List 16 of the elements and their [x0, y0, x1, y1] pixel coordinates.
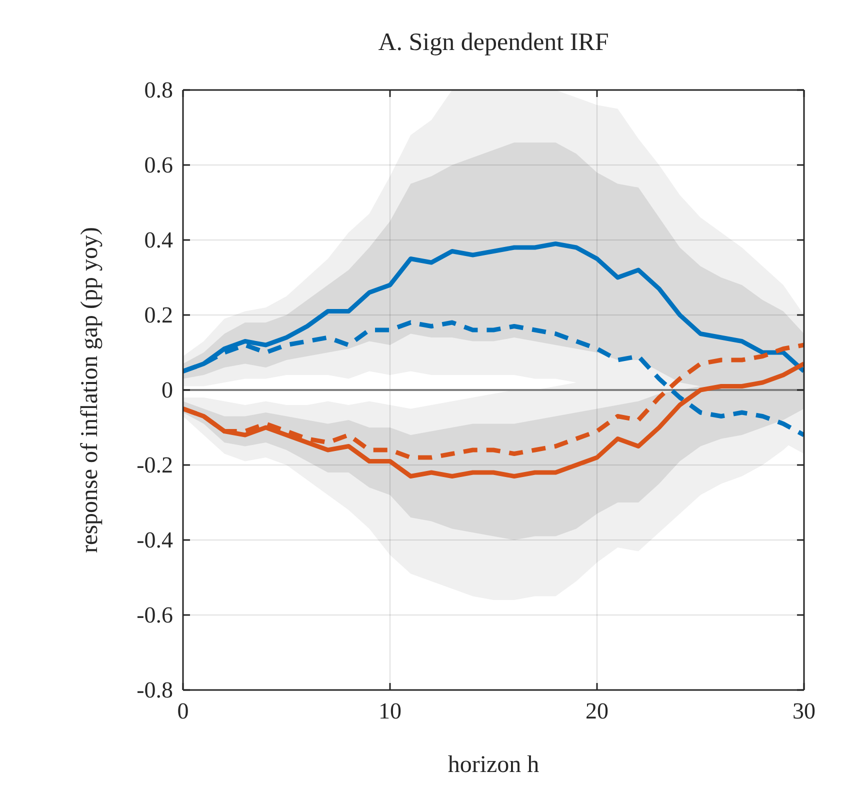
y-tick-label: 0.4 — [144, 227, 174, 252]
y-tick-label: -0.8 — [136, 677, 173, 702]
y-tick-label: 0 — [162, 377, 173, 402]
x-tick-label: 0 — [177, 698, 189, 724]
y-tick-label: -0.6 — [136, 602, 173, 628]
y-tick-label: 0.6 — [144, 152, 173, 178]
x-axis-title: horizon h — [448, 752, 540, 778]
y-tick-label: 0.8 — [144, 77, 173, 102]
x-tick-label: 20 — [586, 698, 608, 724]
x-tick-label: 30 — [792, 698, 816, 724]
y-tick-label: -0.2 — [136, 452, 173, 478]
y-axis-title: response of inflation gap (pp yoy) — [77, 227, 103, 553]
chart-title: A. Sign dependent IRF — [378, 29, 609, 56]
y-tick-label: -0.4 — [136, 527, 174, 552]
x-tick-label: 10 — [378, 698, 402, 724]
y-tick-label: 0.2 — [144, 302, 173, 328]
